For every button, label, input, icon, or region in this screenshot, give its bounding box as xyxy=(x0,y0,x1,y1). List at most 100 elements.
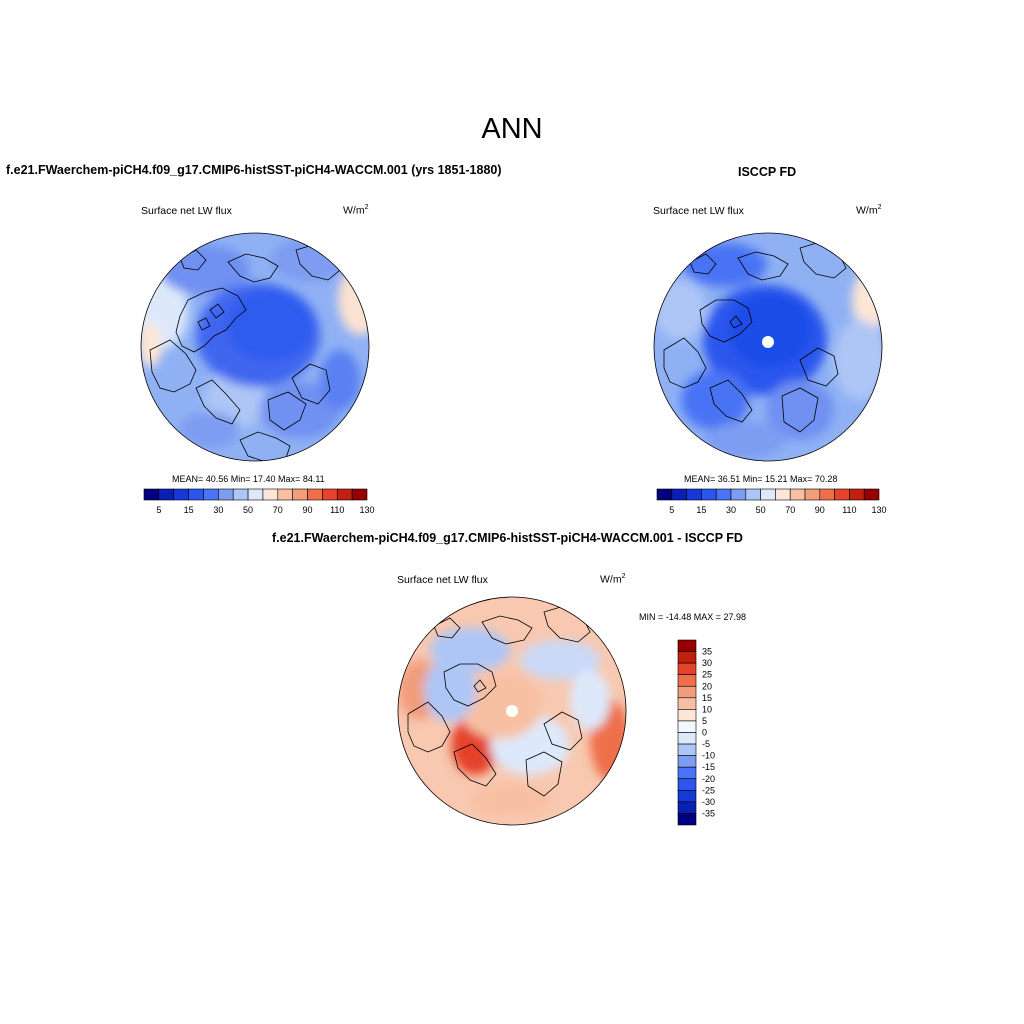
model-map-border xyxy=(140,232,370,462)
model-colorbar-box xyxy=(158,488,175,501)
diff-colorbar-label: -35 xyxy=(702,808,715,818)
diff-panel-title: f.e21.FWaerchem-piCH4.f09_g17.CMIP6-hist… xyxy=(272,531,743,545)
diff-stats: MIN = -14.48 MAX = 27.98 xyxy=(639,612,747,622)
obs-colorbar-box xyxy=(834,488,850,501)
obs-colorbar: 5 15 30 50 70 90 110 130 xyxy=(656,488,887,515)
diff-colorbar-box xyxy=(677,732,697,745)
model-colorbar-box xyxy=(277,488,293,501)
obs-colorbar-label: 130 xyxy=(871,505,886,515)
diff-colorbar-label: -30 xyxy=(702,797,715,807)
diff-colorbar-box xyxy=(677,697,697,710)
obs-colorbar-box xyxy=(745,488,761,501)
diff-colorbar-box xyxy=(677,662,697,675)
obs-colorbar-box xyxy=(671,488,687,501)
obs-colorbar-label: 70 xyxy=(785,505,795,515)
model-colorbar-label: 90 xyxy=(303,505,313,515)
obs-colorbar-box xyxy=(775,488,791,501)
model-colorbar-label: 130 xyxy=(359,505,374,515)
diff-colorbar-box xyxy=(677,720,697,733)
obs-panel-title: ISCCP FD xyxy=(738,165,797,179)
model-colorbar-box xyxy=(218,488,234,501)
diff-polar-map xyxy=(398,597,626,825)
obs-colorbar-box xyxy=(849,488,865,501)
obs-colorbar-box xyxy=(730,488,747,501)
diff-colorbar-label: -20 xyxy=(702,774,715,784)
model-stats: MEAN= 40.56 Min= 17.40 Max= 84.11 xyxy=(172,474,325,484)
diff-colorbar-box xyxy=(677,778,697,791)
model-colorbar-label: 5 xyxy=(156,505,161,515)
model-colorbar-box xyxy=(247,488,264,501)
obs-colorbar-box xyxy=(715,488,732,501)
model-colorbar-box xyxy=(351,488,368,501)
diff-colorbar-label: -25 xyxy=(702,785,715,795)
diff-colorbar-label: 35 xyxy=(702,647,712,657)
model-colorbar-box xyxy=(262,488,279,501)
model-colorbar-box xyxy=(292,488,308,501)
obs-colorbar-label: 110 xyxy=(842,505,856,515)
obs-colorbar-label: 15 xyxy=(696,505,706,515)
diff-colorbar-box xyxy=(677,790,697,803)
model-colorbar-box xyxy=(322,488,338,501)
model-colorbar-box xyxy=(307,488,323,501)
obs-colorbar-box xyxy=(701,488,717,501)
model-colorbar-label: 50 xyxy=(243,505,253,515)
diff-colorbar-box xyxy=(677,743,697,756)
diff-units-label: W/m2 xyxy=(600,573,626,586)
obs-colorbar-label: 30 xyxy=(726,505,736,515)
diff-colorbar-label: 25 xyxy=(702,670,712,680)
obs-colorbar-label: 90 xyxy=(815,505,825,515)
model-colorbar-label: 70 xyxy=(273,505,283,515)
diff-colorbar-label: -15 xyxy=(702,762,715,772)
obs-colorbar-box xyxy=(686,488,702,501)
obs-colorbar-label: 50 xyxy=(756,505,766,515)
diff-colorbar-box xyxy=(677,639,697,652)
diff-colorbar-box xyxy=(677,801,697,814)
diff-colorbar-box xyxy=(677,651,697,664)
model-panel-title: f.e21.FWaerchem-piCH4.f09_g17.CMIP6-hist… xyxy=(6,163,502,177)
diff-colorbar-box xyxy=(677,813,697,826)
obs-colorbar-label: 5 xyxy=(669,505,674,515)
model-polar-map xyxy=(141,233,369,461)
diff-colorbar-label: 20 xyxy=(702,681,712,691)
obs-units-label: W/m2 xyxy=(856,204,882,217)
model-colorbar-box xyxy=(188,488,204,501)
diff-colorbar-label: -5 xyxy=(702,739,710,749)
model-colorbar-box xyxy=(232,488,249,501)
model-units-label: W/m2 xyxy=(343,204,369,217)
model-colorbar-label: 15 xyxy=(184,505,194,515)
obs-map-border xyxy=(653,232,883,462)
model-variable-label: Surface net LW flux xyxy=(141,205,232,217)
model-colorbar-label: 110 xyxy=(330,505,344,515)
obs-stats: MEAN= 36.51 Min= 15.21 Max= 70.28 xyxy=(684,474,838,484)
obs-colorbar-box xyxy=(656,488,673,501)
obs-polar-map xyxy=(654,233,882,461)
model-colorbar-box xyxy=(336,488,353,501)
model-colorbar: 5 15 30 50 70 90 110 130 xyxy=(143,488,375,515)
diff-colorbar-label: 10 xyxy=(702,704,712,714)
diff-colorbar-label: 5 xyxy=(702,716,707,726)
diff-colorbar-box xyxy=(677,755,697,768)
diff-colorbar-box xyxy=(677,685,697,699)
model-colorbar-box xyxy=(203,488,219,501)
diff-colorbar-box xyxy=(677,674,697,687)
obs-colorbar-box xyxy=(804,488,821,501)
diff-colorbar-label: 30 xyxy=(702,658,712,668)
diff-colorbar-box xyxy=(677,766,697,780)
diff-variable-label: Surface net LW flux xyxy=(397,574,488,586)
model-colorbar-label: 30 xyxy=(213,505,223,515)
obs-colorbar-box xyxy=(819,488,835,501)
diff-map-border xyxy=(397,596,627,826)
diff-colorbar-label: 15 xyxy=(702,693,712,703)
diff-colorbar-label: -10 xyxy=(702,751,715,761)
diff-colorbar-box xyxy=(677,709,697,722)
diff-colorbar-label: 0 xyxy=(702,728,707,738)
obs-colorbar-box xyxy=(760,488,776,501)
model-colorbar-box xyxy=(173,488,189,501)
page-title: ANN xyxy=(481,113,543,145)
obs-colorbar-box xyxy=(789,488,806,501)
model-colorbar-box xyxy=(143,488,160,501)
obs-colorbar-box xyxy=(863,488,880,501)
obs-variable-label: Surface net LW flux xyxy=(653,205,744,217)
